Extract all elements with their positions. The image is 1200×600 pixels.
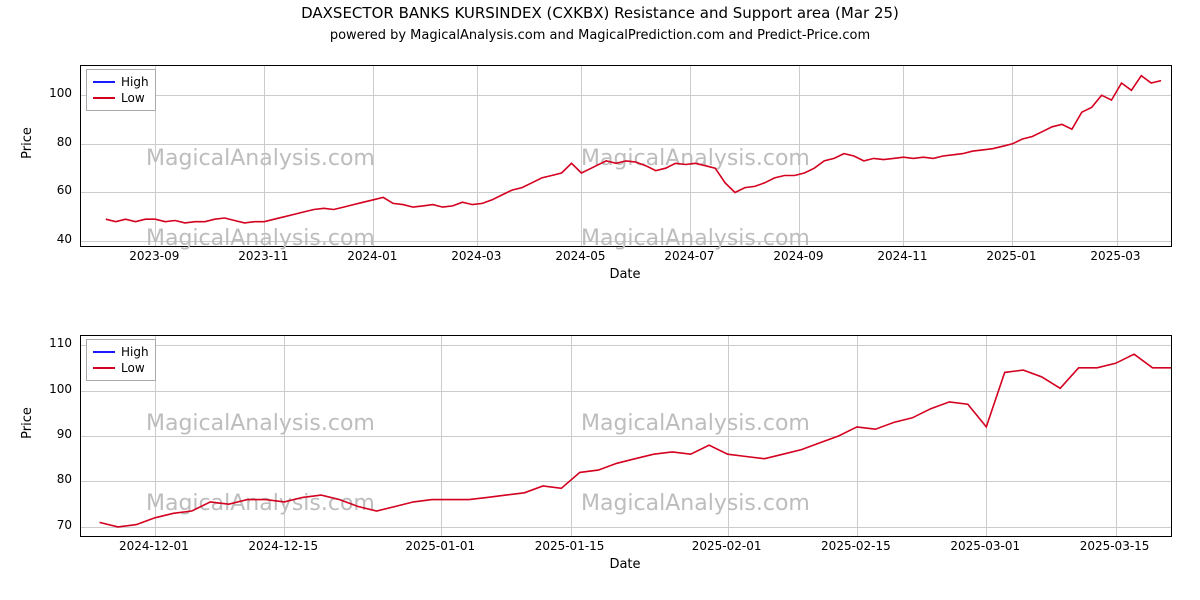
x-tick-label: 2025-03-15: [1075, 539, 1155, 553]
page-subtitle: powered by MagicalAnalysis.com and Magic…: [0, 28, 1200, 43]
x-tick-label: 2025-01: [971, 249, 1051, 263]
x-tick-label: 2024-11: [862, 249, 942, 263]
legend-swatch: [93, 351, 115, 353]
plot-area: MagicalAnalysis.comMagicalAnalysis.comMa…: [80, 335, 1172, 537]
legend-label: High: [121, 74, 149, 90]
y-axis-label: Price: [20, 393, 35, 453]
legend-item: Low: [93, 90, 149, 106]
y-tick-label: 70: [32, 518, 72, 532]
legend-swatch: [93, 81, 115, 83]
x-tick-label: 2024-12-15: [243, 539, 323, 553]
y-tick-label: 80: [32, 472, 72, 486]
x-tick-label: 2025-01-01: [400, 539, 480, 553]
legend-label: Low: [121, 90, 145, 106]
y-tick-label: 100: [32, 86, 72, 100]
legend-item: High: [93, 344, 149, 360]
x-axis-label: Date: [595, 557, 655, 572]
y-tick-label: 80: [32, 135, 72, 149]
x-tick-label: 2025-02-01: [687, 539, 767, 553]
y-tick-label: 110: [32, 336, 72, 350]
x-tick-label: 2024-12-01: [114, 539, 194, 553]
x-tick-label: 2024-07: [649, 249, 729, 263]
x-tick-label: 2024-01: [332, 249, 412, 263]
y-tick-label: 60: [32, 183, 72, 197]
y-tick-label: 40: [32, 232, 72, 246]
legend-item: Low: [93, 360, 149, 376]
legend-swatch: [93, 97, 115, 99]
legend-label: High: [121, 344, 149, 360]
series-svg: [81, 66, 1171, 246]
x-tick-label: 2023-09: [114, 249, 194, 263]
x-tick-label: 2023-11: [223, 249, 303, 263]
x-axis-label: Date: [595, 267, 655, 282]
legend-swatch: [93, 367, 115, 369]
series-low: [106, 76, 1161, 223]
page-title: DAXSECTOR BANKS KURSINDEX (CXKBX) Resist…: [0, 4, 1200, 22]
series-svg: [81, 336, 1171, 536]
x-tick-label: 2024-05: [540, 249, 620, 263]
y-axis-label: Price: [20, 113, 35, 173]
series-low: [100, 354, 1172, 527]
y-tick-label: 90: [32, 427, 72, 441]
legend: HighLow: [86, 339, 156, 381]
x-tick-label: 2025-02-15: [816, 539, 896, 553]
y-tick-label: 100: [32, 382, 72, 396]
x-tick-label: 2025-03: [1076, 249, 1156, 263]
plot-area: MagicalAnalysis.comMagicalAnalysis.comMa…: [80, 65, 1172, 247]
page: DAXSECTOR BANKS KURSINDEX (CXKBX) Resist…: [0, 0, 1200, 600]
legend-label: Low: [121, 360, 145, 376]
x-tick-label: 2024-09: [758, 249, 838, 263]
legend: HighLow: [86, 69, 156, 111]
x-tick-label: 2025-01-15: [530, 539, 610, 553]
x-tick-label: 2024-03: [436, 249, 516, 263]
legend-item: High: [93, 74, 149, 90]
x-tick-label: 2025-03-01: [945, 539, 1025, 553]
